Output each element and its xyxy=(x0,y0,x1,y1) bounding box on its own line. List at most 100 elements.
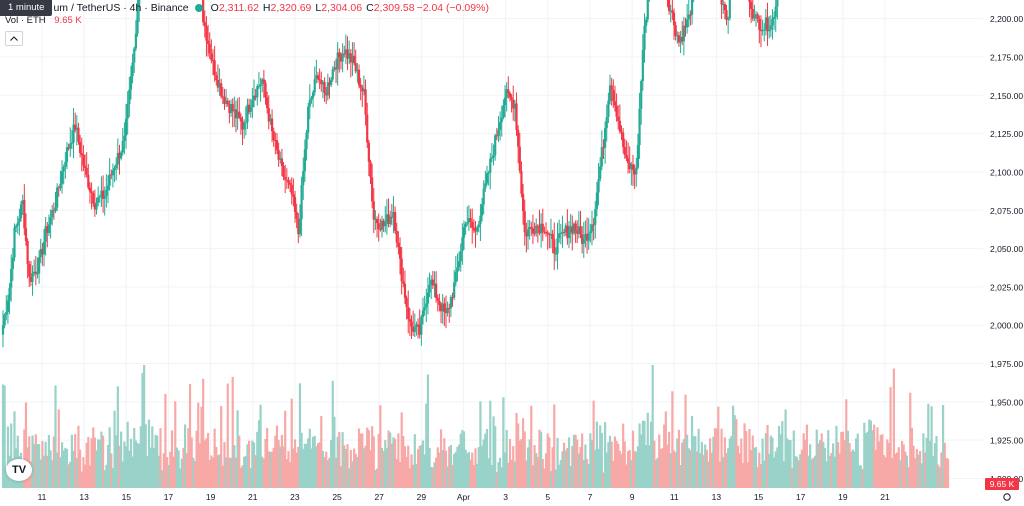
candle-body xyxy=(80,152,83,156)
price-change: −2.04 (−0.09%) xyxy=(416,2,489,14)
candle-body xyxy=(15,225,18,228)
volume-bar xyxy=(282,446,285,488)
volume-bar xyxy=(776,447,779,488)
candle-body xyxy=(608,85,612,101)
volume-bar xyxy=(57,409,60,488)
volume-bar xyxy=(172,456,175,488)
volume-bar xyxy=(584,444,587,488)
volume-bar xyxy=(267,451,270,488)
candle-body xyxy=(229,104,233,114)
volume-legend-value: 9.65 K xyxy=(54,15,82,26)
volume-bar xyxy=(561,451,564,488)
axis-settings-icon xyxy=(1003,493,1011,501)
volume-bar xyxy=(827,430,830,488)
volume-bar xyxy=(100,431,103,488)
candle-body xyxy=(131,62,134,77)
volume-bar xyxy=(6,426,10,488)
volume-bar xyxy=(405,456,408,488)
candle-body xyxy=(387,214,390,224)
volume-bar xyxy=(259,404,262,488)
volume-bar xyxy=(822,442,825,488)
candle-body xyxy=(62,166,65,172)
candle-body xyxy=(339,56,343,62)
price-axis[interactable]: 1,900.001,925.001,950.001,975.002,000.00… xyxy=(983,0,1024,506)
volume-bar xyxy=(147,419,151,488)
x-tick-label: 13 xyxy=(79,492,89,502)
collapse-legend-button[interactable] xyxy=(5,31,23,46)
price-axis-bg xyxy=(983,0,1024,506)
candle-body xyxy=(398,246,402,259)
candle-body xyxy=(77,127,80,142)
volume-bar xyxy=(74,434,77,488)
volume-bar xyxy=(54,385,57,488)
volume-bar xyxy=(643,420,646,488)
volume-bar xyxy=(202,378,205,488)
volume-bar xyxy=(128,450,131,488)
candle-body xyxy=(36,273,39,275)
volume-bar xyxy=(42,455,46,488)
candle-body xyxy=(507,89,510,94)
volume-bar xyxy=(740,438,743,488)
candle-body xyxy=(489,158,492,173)
volume-bar xyxy=(415,464,418,488)
y-tick-label: 1,950.00 xyxy=(990,397,1023,407)
volume-bar xyxy=(56,452,59,488)
volume-bar xyxy=(262,458,265,488)
volume-bar xyxy=(851,449,854,488)
volume-bar xyxy=(485,428,489,488)
volume-bar xyxy=(323,457,326,488)
time-axis[interactable]: 11 13 15 17 19 21 23 25 27 29 Apr 3 5 7 9 11 13 15 17 19 21 xyxy=(0,488,1011,506)
volume-bar xyxy=(656,457,659,488)
volume-bar xyxy=(348,468,351,488)
volume-bar xyxy=(799,454,802,488)
tradingview-logo-icon[interactable]: TV xyxy=(6,459,32,481)
volume-bar xyxy=(772,457,776,488)
volume-bar xyxy=(175,447,179,488)
volume-bar xyxy=(31,435,34,488)
volume-bar xyxy=(234,457,238,488)
candle-body xyxy=(682,25,685,42)
volume-bar xyxy=(67,464,70,488)
volume-bar xyxy=(877,441,881,488)
volume-bar xyxy=(850,451,853,488)
volume-bar xyxy=(162,453,165,488)
symbol-title[interactable]: um / TetherUS · 4h · Binance xyxy=(53,2,189,14)
candle-body xyxy=(763,29,766,31)
volume-bar xyxy=(804,439,807,488)
volume-bar xyxy=(190,437,193,488)
candle-body xyxy=(321,82,325,85)
volume-bar xyxy=(530,405,533,488)
candle-body xyxy=(313,79,316,93)
volume-bar xyxy=(316,443,320,488)
candle-body xyxy=(311,92,315,98)
volume-bar xyxy=(321,450,325,488)
volume-bar xyxy=(361,433,364,488)
volume-bar xyxy=(134,440,137,488)
volume-bar xyxy=(200,406,203,488)
volume-bar xyxy=(828,455,831,488)
volume-bar xyxy=(159,428,162,488)
candle-body xyxy=(490,157,494,159)
candle-body xyxy=(403,283,407,298)
volume-bar xyxy=(438,452,441,488)
candle-body xyxy=(221,96,224,98)
candle-body xyxy=(723,4,726,11)
candle-body xyxy=(389,216,392,224)
volume-bar xyxy=(748,429,751,488)
volume-bar xyxy=(886,439,889,488)
candle-body xyxy=(756,14,759,19)
volume-bar xyxy=(902,444,905,488)
candle-body xyxy=(502,105,505,118)
volume-bar xyxy=(900,441,904,488)
candle-body xyxy=(364,89,367,115)
volume-bar xyxy=(397,433,400,488)
candle-body xyxy=(474,230,477,232)
volume-bar xyxy=(503,452,507,488)
volume-bar xyxy=(574,434,577,488)
ohlc-high: H2,320.69 xyxy=(262,2,312,14)
x-tick-label: 21 xyxy=(248,492,258,502)
volume-bar xyxy=(124,446,128,488)
volume-bar xyxy=(431,467,434,488)
candle-body xyxy=(79,141,82,153)
